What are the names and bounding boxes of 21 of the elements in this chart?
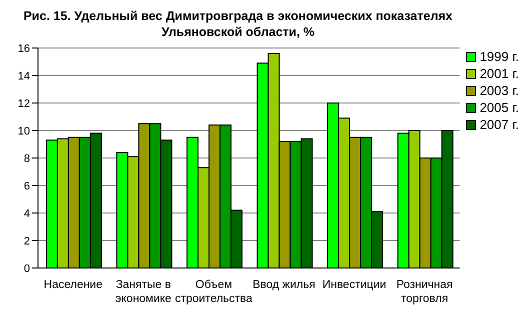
y-tick-label: 2 bbox=[24, 235, 30, 248]
y-tick-label: 10 bbox=[18, 125, 30, 138]
chart-title: Рис. 15. Удельный вес Димитровграда в экономических показателях Ульяновской области, % bbox=[22, 8, 454, 40]
y-tick-label: 6 bbox=[24, 180, 30, 192]
legend-label: 1999 г. bbox=[480, 48, 519, 65]
legend-label: 2005 г. bbox=[480, 99, 519, 116]
x-tick-label: Инвестиции bbox=[322, 279, 386, 291]
x-tick-label: Розничная торговля bbox=[396, 279, 453, 305]
y-tick-label: 8 bbox=[24, 152, 30, 165]
x-tick-label: Ввод жилья bbox=[252, 279, 316, 291]
legend-label: 2007 г. bbox=[480, 116, 519, 133]
y-tick-label: 12 bbox=[18, 98, 30, 110]
x-tick-label: Население bbox=[44, 279, 103, 291]
y-tick-label: 14 bbox=[18, 70, 30, 82]
legend-label: 2001 г. bbox=[480, 65, 519, 82]
y-tick-label: 0 bbox=[24, 262, 30, 275]
x-tick-label: Занятые в экономике bbox=[115, 279, 172, 305]
x-tick-label: Объем строительства bbox=[174, 279, 254, 305]
legend-label: 2003 г. bbox=[480, 82, 519, 99]
y-tick-label: 4 bbox=[24, 208, 30, 220]
y-tick-label: 16 bbox=[18, 42, 30, 55]
